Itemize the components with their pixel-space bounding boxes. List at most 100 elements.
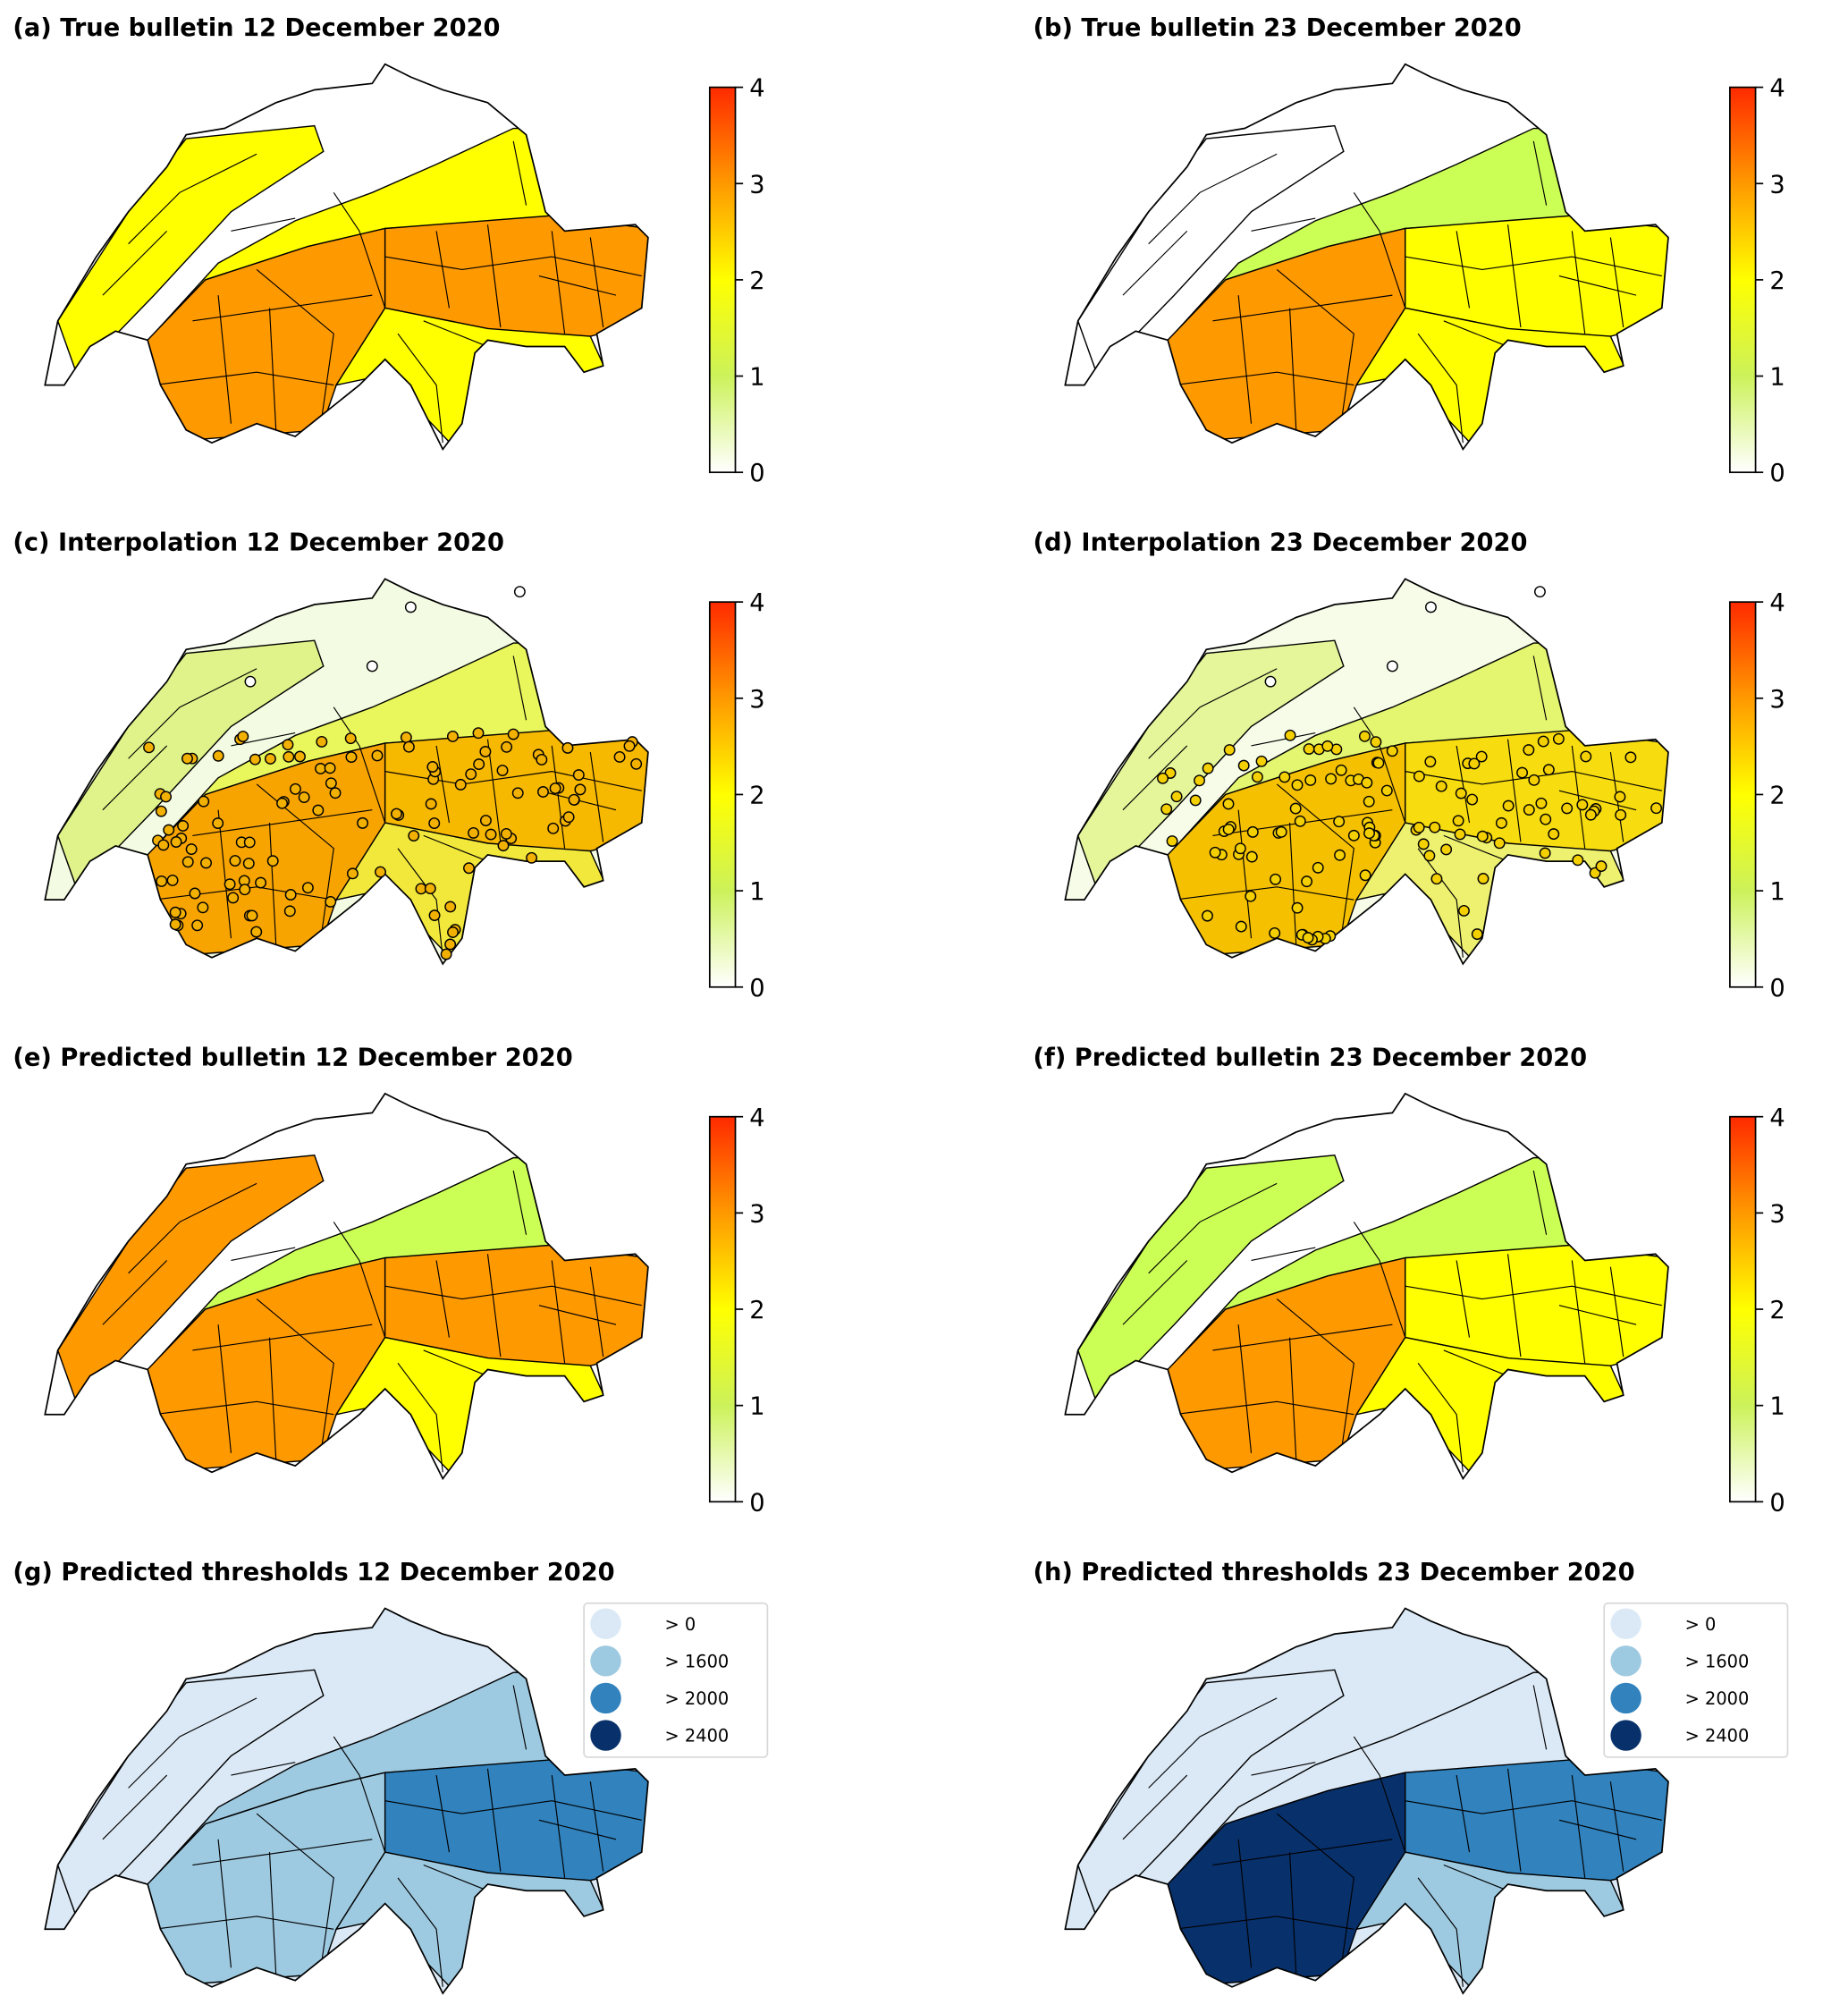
colorbar-tick-label: 1 — [749, 364, 764, 392]
region-border — [1506, 1254, 1522, 1358]
station-marker — [1278, 771, 1291, 783]
switzerland-map — [1064, 1092, 1669, 1481]
station-marker — [1246, 825, 1259, 838]
region-border — [1532, 140, 1548, 206]
station-marker — [185, 843, 198, 856]
station-marker — [315, 763, 327, 774]
legend-label: > 2400 — [1685, 1726, 1750, 1747]
station-marker — [181, 856, 194, 868]
station-marker — [143, 741, 156, 754]
station-marker — [1468, 757, 1481, 770]
station-marker — [1580, 750, 1592, 763]
station-marker — [344, 732, 357, 745]
region-border — [1532, 1685, 1548, 1750]
station-marker — [404, 601, 417, 613]
station-marker — [1476, 830, 1489, 842]
station-marker — [1539, 847, 1551, 859]
switzerland-map — [44, 63, 649, 451]
station-marker — [1435, 780, 1447, 792]
station-marker — [613, 750, 626, 763]
station-marker — [425, 798, 437, 810]
station-marker — [1413, 770, 1425, 782]
station-marker — [1624, 751, 1637, 764]
region-border — [192, 1324, 373, 1351]
region-border — [512, 655, 527, 721]
station-marker — [1533, 586, 1546, 598]
station-marker — [507, 728, 519, 740]
station-marker — [200, 857, 212, 869]
country-outline — [44, 578, 649, 966]
station-marker — [166, 874, 179, 886]
region-border — [1443, 1349, 1508, 1377]
region-border — [1148, 668, 1278, 759]
region-border — [1288, 823, 1297, 945]
region-border — [435, 231, 451, 309]
station-marker — [212, 817, 224, 830]
region-border — [1251, 1247, 1316, 1262]
station-marker — [1542, 764, 1555, 776]
station-marker — [547, 822, 560, 834]
station-marker — [1264, 675, 1277, 688]
station-marker — [1335, 764, 1347, 776]
region-border — [1609, 1781, 1624, 1872]
station-markers — [1157, 586, 1663, 946]
station-marker — [1380, 784, 1393, 797]
region-border — [1353, 1222, 1406, 1338]
station-marker — [497, 840, 510, 852]
station-marker — [244, 675, 257, 688]
station-marker — [1424, 756, 1437, 768]
region-border — [231, 1762, 296, 1776]
station-marker — [227, 892, 240, 904]
station-marker — [391, 808, 402, 820]
country-outline — [44, 1092, 649, 1481]
station-marker — [1325, 773, 1337, 785]
station-marker — [1234, 842, 1246, 855]
region-border — [1353, 191, 1406, 309]
region-border — [551, 1774, 566, 1878]
colorbar-tick-label: 4 — [749, 1104, 764, 1132]
station-marker — [255, 876, 267, 889]
station-marker — [189, 887, 201, 900]
station-marker — [447, 926, 459, 938]
region-border — [192, 1839, 373, 1866]
region-border — [1417, 1362, 1464, 1473]
station-marker — [1334, 849, 1346, 861]
station-marker — [1291, 901, 1304, 914]
station-marker — [283, 905, 296, 918]
station-marker — [479, 746, 492, 757]
station-marker — [444, 938, 457, 951]
station-marker — [170, 836, 182, 848]
station-marker — [1417, 838, 1430, 850]
colorbar-tick-label: 0 — [749, 460, 764, 487]
station-marker — [243, 836, 256, 849]
station-marker — [485, 828, 497, 841]
region-border — [217, 809, 232, 939]
station-marker — [501, 740, 513, 753]
region-border — [1122, 1260, 1188, 1325]
station-marker — [496, 765, 509, 777]
station-marker — [472, 727, 485, 740]
region-border — [1237, 295, 1253, 424]
station-marker — [1294, 815, 1306, 827]
station-marker — [1251, 771, 1263, 783]
region-border — [1212, 1839, 1393, 1866]
region-border — [538, 1819, 617, 1840]
panel-title: (a) True bulletin 12 December 2020 — [13, 14, 500, 42]
station-marker — [250, 926, 263, 938]
region-border — [1506, 739, 1522, 842]
region-border — [1276, 1813, 1354, 1968]
colorbar-tick-label: 4 — [1769, 75, 1785, 103]
colorbar: 0 1 2 3 4 — [708, 75, 765, 487]
region-border — [1288, 1337, 1297, 1459]
station-marker — [428, 909, 441, 922]
station-marker — [301, 882, 314, 894]
country-outline — [1064, 63, 1669, 451]
station-marker — [283, 750, 295, 763]
region-border — [1417, 333, 1464, 444]
region-border — [551, 231, 566, 334]
switzerland-map — [44, 578, 649, 966]
region-border — [589, 752, 604, 842]
station-marker — [1245, 890, 1257, 902]
region-border — [1212, 294, 1393, 322]
panel-d: (d) Interpolation 23 December 2020 0 1 2 3 4 — [1034, 529, 1785, 1002]
